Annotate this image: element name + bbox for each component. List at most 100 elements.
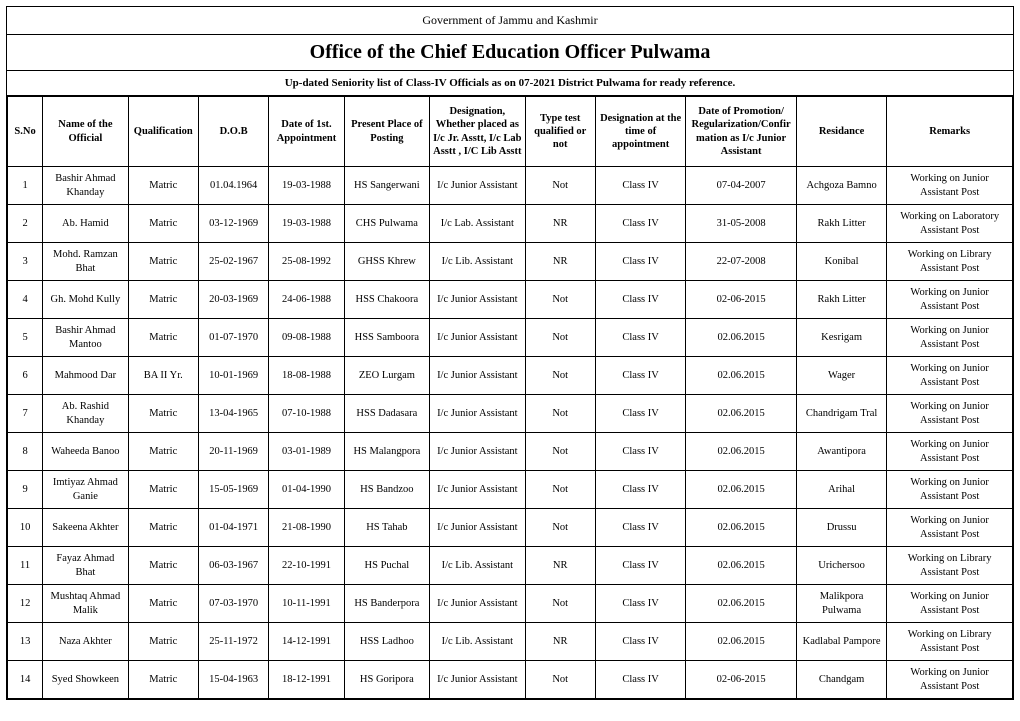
- cell-qual: Matric: [128, 547, 198, 585]
- cell-appt: 19-03-1988: [269, 167, 344, 205]
- cell-desig: I/c Lib. Assistant: [430, 243, 525, 281]
- cell-dob: 01-04-1971: [198, 509, 268, 547]
- cell-rem: Working on Junior Assistant Post: [887, 509, 1013, 547]
- cell-place: CHS Pulwama: [344, 205, 429, 243]
- cell-desig: I/c Junior Assistant: [430, 281, 525, 319]
- government-header: Government of Jammu and Kashmir: [7, 7, 1013, 35]
- cell-dob: 15-05-1969: [198, 471, 268, 509]
- table-row: 9Imtiyaz Ahmad GanieMatric15-05-196901-0…: [8, 471, 1013, 509]
- cell-dob: 01-07-1970: [198, 319, 268, 357]
- cell-appt: 18-12-1991: [269, 661, 344, 699]
- cell-qual: Matric: [128, 395, 198, 433]
- cell-promo: 02.06.2015: [686, 623, 797, 661]
- cell-qual: Matric: [128, 471, 198, 509]
- cell-dob: 07-03-1970: [198, 585, 268, 623]
- cell-sno: 13: [8, 623, 43, 661]
- table-row: 6Mahmood DarBA II Yr.10-01-196918-08-198…: [8, 357, 1013, 395]
- cell-promo: 02.06.2015: [686, 319, 797, 357]
- cell-appt: 01-04-1990: [269, 471, 344, 509]
- cell-appt: 07-10-1988: [269, 395, 344, 433]
- cell-appt: 03-01-1989: [269, 433, 344, 471]
- cell-name: Gh. Mohd Kully: [43, 281, 128, 319]
- cell-res: Malikpora Pulwama: [796, 585, 886, 623]
- cell-desig: I/c Junior Assistant: [430, 471, 525, 509]
- cell-desig: I/c Junior Assistant: [430, 167, 525, 205]
- cell-promo: 22-07-2008: [686, 243, 797, 281]
- table-row: 4Gh. Mohd KullyMatric20-03-196924-06-198…: [8, 281, 1013, 319]
- table-row: 14Syed ShowkeenMatric15-04-196318-12-199…: [8, 661, 1013, 699]
- cell-type: Not: [525, 319, 595, 357]
- col-header-residence: Residance: [796, 97, 886, 167]
- cell-desig: I/c Lib. Assistant: [430, 623, 525, 661]
- cell-qual: Matric: [128, 243, 198, 281]
- cell-appt: 24-06-1988: [269, 281, 344, 319]
- cell-rem: Working on Library Assistant Post: [887, 243, 1013, 281]
- cell-type: Not: [525, 357, 595, 395]
- col-header-remarks: Remarks: [887, 97, 1013, 167]
- cell-res: Urichersoo: [796, 547, 886, 585]
- cell-sno: 4: [8, 281, 43, 319]
- cell-rem: Working on Laboratory Assistant Post: [887, 205, 1013, 243]
- cell-sno: 12: [8, 585, 43, 623]
- cell-res: Chandrigam Tral: [796, 395, 886, 433]
- cell-rem: Working on Junior Assistant Post: [887, 433, 1013, 471]
- cell-place: HSS Chakoora: [344, 281, 429, 319]
- col-header-promotion: Date of Promotion/ Regularization/Confir…: [686, 97, 797, 167]
- cell-desig: I/c Junior Assistant: [430, 661, 525, 699]
- cell-desig: I/c Junior Assistant: [430, 319, 525, 357]
- cell-appt: 19-03-1988: [269, 205, 344, 243]
- cell-name: Mushtaq Ahmad Malik: [43, 585, 128, 623]
- cell-place: HS Bandzoo: [344, 471, 429, 509]
- table-row: 1Bashir Ahmad KhandayMatric01.04.196419-…: [8, 167, 1013, 205]
- cell-sno: 1: [8, 167, 43, 205]
- cell-name: Sakeena Akhter: [43, 509, 128, 547]
- table-header-row: S.No Name of the Official Qualification …: [8, 97, 1013, 167]
- cell-dob: 06-03-1967: [198, 547, 268, 585]
- cell-type: Not: [525, 471, 595, 509]
- cell-rem: Working on Junior Assistant Post: [887, 167, 1013, 205]
- cell-datime: Class IV: [595, 661, 685, 699]
- cell-promo: 02.06.2015: [686, 547, 797, 585]
- cell-res: Rakh Litter: [796, 281, 886, 319]
- table-row: 3Mohd. Ramzan BhatMatric25-02-196725-08-…: [8, 243, 1013, 281]
- cell-dob: 20-03-1969: [198, 281, 268, 319]
- cell-name: Ab. Hamid: [43, 205, 128, 243]
- col-header-place: Present Place of Posting: [344, 97, 429, 167]
- table-row: 5Bashir Ahmad MantooMatric01-07-197009-0…: [8, 319, 1013, 357]
- table-row: 2Ab. HamidMatric03-12-196919-03-1988CHS …: [8, 205, 1013, 243]
- subtitle: Up-dated Seniority list of Class-IV Offi…: [7, 71, 1013, 96]
- cell-res: Kesrigam: [796, 319, 886, 357]
- cell-type: Not: [525, 395, 595, 433]
- col-header-typetest: Type test qualified or not: [525, 97, 595, 167]
- cell-sno: 5: [8, 319, 43, 357]
- cell-dob: 25-11-1972: [198, 623, 268, 661]
- cell-place: HS Malangpora: [344, 433, 429, 471]
- cell-datime: Class IV: [595, 509, 685, 547]
- cell-name: Ab. Rashid Khanday: [43, 395, 128, 433]
- cell-qual: Matric: [128, 167, 198, 205]
- cell-desig: I/c Junior Assistant: [430, 395, 525, 433]
- cell-datime: Class IV: [595, 319, 685, 357]
- cell-datime: Class IV: [595, 471, 685, 509]
- cell-rem: Working on Library Assistant Post: [887, 623, 1013, 661]
- col-header-designation: Designation, Whether placed as I/c Jr. A…: [430, 97, 525, 167]
- cell-sno: 9: [8, 471, 43, 509]
- cell-name: Bashir Ahmad Khanday: [43, 167, 128, 205]
- table-row: 13Naza AkhterMatric25-11-197214-12-1991H…: [8, 623, 1013, 661]
- cell-qual: Matric: [128, 281, 198, 319]
- cell-promo: 02.06.2015: [686, 433, 797, 471]
- cell-datime: Class IV: [595, 395, 685, 433]
- cell-type: Not: [525, 281, 595, 319]
- cell-qual: Matric: [128, 509, 198, 547]
- cell-datime: Class IV: [595, 167, 685, 205]
- cell-dob: 15-04-1963: [198, 661, 268, 699]
- cell-place: HS Banderpora: [344, 585, 429, 623]
- cell-appt: 18-08-1988: [269, 357, 344, 395]
- cell-type: Not: [525, 167, 595, 205]
- cell-rem: Working on Library Assistant Post: [887, 547, 1013, 585]
- col-header-dob: D.O.B: [198, 97, 268, 167]
- cell-place: HS Puchal: [344, 547, 429, 585]
- cell-sno: 11: [8, 547, 43, 585]
- cell-desig: I/c Junior Assistant: [430, 433, 525, 471]
- cell-promo: 02.06.2015: [686, 585, 797, 623]
